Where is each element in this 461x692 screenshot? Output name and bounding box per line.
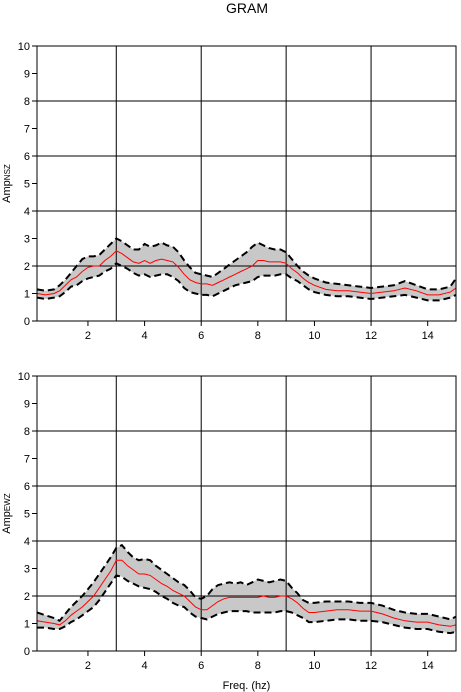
x-tick-label: 8 (255, 660, 261, 672)
y-tick-label: 6 (24, 481, 30, 493)
confidence-band (37, 238, 456, 301)
y-tick-label: 8 (24, 426, 30, 438)
x-tick-label: 14 (422, 660, 434, 672)
lower-bound-line (37, 262, 456, 302)
y-tick-label: 4 (24, 206, 30, 218)
plot-area (37, 46, 456, 321)
y-tick-label: 1 (24, 619, 30, 631)
y-tick-label: 7 (24, 124, 30, 136)
y-tick-label: 10 (18, 371, 30, 383)
x-tick-label: 12 (365, 660, 377, 672)
x-tick-label: 14 (422, 330, 434, 342)
y-tick-label: 10 (18, 41, 30, 53)
y-axis-title: AmpEWZ (1, 493, 13, 534)
x-tick-label: 12 (365, 330, 377, 342)
y-axis-title-component: EWZ (3, 493, 12, 511)
y-tick-label: 4 (24, 536, 30, 548)
x-tick-label: 6 (198, 330, 204, 342)
x-tick-label: 4 (142, 330, 148, 342)
mean-line (37, 250, 456, 296)
y-axis-title-main: Amp (1, 511, 13, 534)
upper-bound-line (37, 543, 456, 623)
y-tick-label: 5 (24, 509, 30, 521)
x-tick-label: 2 (85, 330, 91, 342)
y-axis-title-main: Amp (1, 180, 13, 203)
lower-bound-line (37, 574, 456, 635)
x-tick-label: 2 (85, 660, 91, 672)
y-tick-label: 1 (24, 289, 30, 301)
y-tick-label: 3 (24, 234, 30, 246)
mean-line (37, 559, 456, 627)
y-tick-label: 8 (24, 96, 30, 108)
y-tick-label: 9 (24, 399, 30, 411)
y-tick-label: 9 (24, 69, 30, 81)
y-tick-label: 0 (24, 316, 30, 328)
y-tick-label: 0 (24, 646, 30, 658)
x-tick-label: 10 (308, 330, 320, 342)
y-axis-title: AmpNSZ (1, 164, 13, 203)
x-tick-label: 8 (255, 330, 261, 342)
y-axis-title-component: NSZ (3, 164, 12, 180)
x-tick-label: 6 (198, 660, 204, 672)
y-tick-label: 7 (24, 454, 30, 466)
x-tick-label: 4 (142, 660, 148, 672)
y-tick-label: 6 (24, 151, 30, 163)
x-tick-label: 10 (308, 660, 320, 672)
upper-bound-line (37, 237, 456, 292)
y-tick-label: 2 (24, 261, 30, 273)
figure-title: GRAM (226, 0, 268, 16)
y-tick-label: 2 (24, 591, 30, 603)
y-tick-label: 3 (24, 564, 30, 576)
x-axis-title: Freq. (hz) (223, 680, 271, 692)
y-tick-label: 5 (24, 179, 30, 191)
plot-area (37, 376, 456, 651)
confidence-band (37, 545, 456, 634)
